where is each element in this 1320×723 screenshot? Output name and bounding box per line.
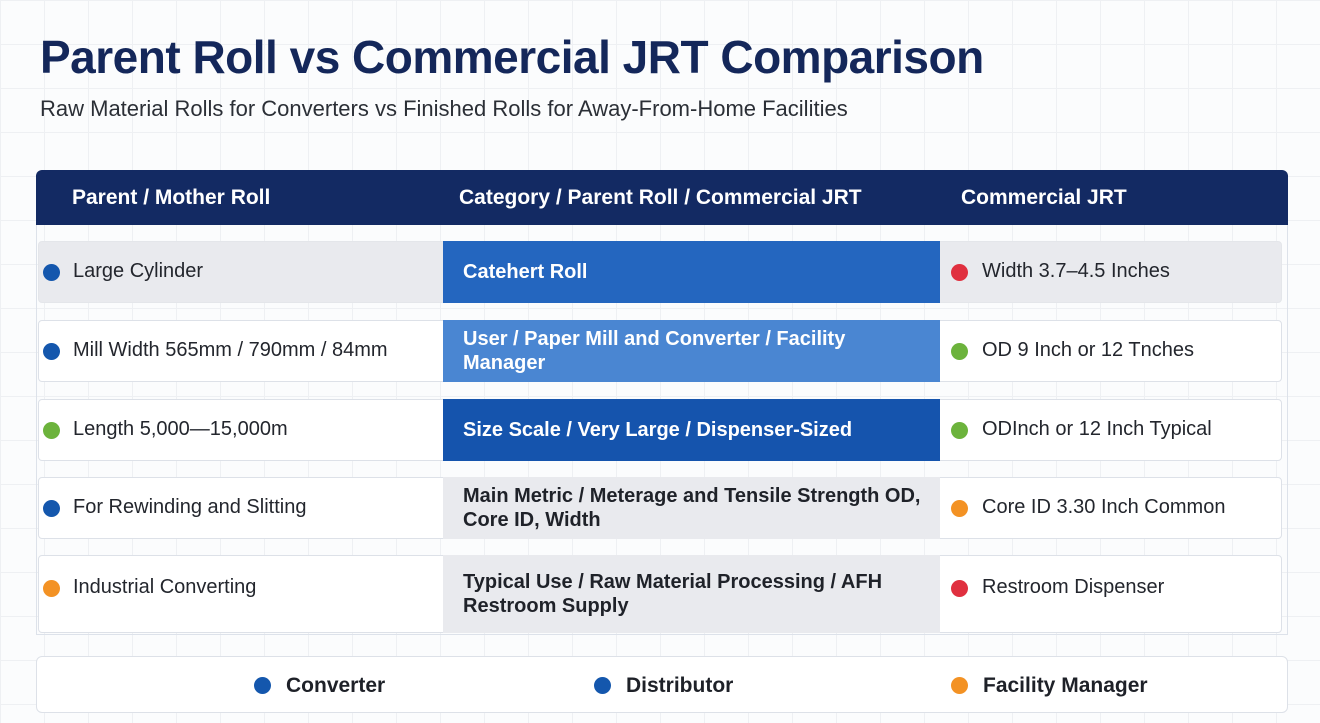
commercial-jrt-cell: Restroom Dispenser xyxy=(982,576,1165,598)
bullet-dot-blue xyxy=(43,343,60,360)
header-commercial-jrt: Commercial JRT xyxy=(961,186,1127,209)
category-cell: User / Paper Mill and Converter / Facili… xyxy=(443,320,940,382)
bullet-dot-orange xyxy=(951,500,968,517)
page-title: Parent Roll vs Commercial JRT Comparison xyxy=(40,31,984,83)
commercial-jrt-cell: Width 3.7–4.5 Inches xyxy=(982,260,1170,282)
category-cell: Catehert Roll xyxy=(443,241,940,303)
header-parent-roll: Parent / Mother Roll xyxy=(72,186,271,209)
legend-dot-blue xyxy=(594,677,611,694)
legend-label: Converter xyxy=(286,674,386,697)
commercial-jrt-cell: ODInch or 12 Inch Typical xyxy=(982,418,1212,440)
page-subtitle: Raw Material Rolls for Converters vs Fin… xyxy=(40,96,848,121)
parent-roll-cell: Mill Width 565mm / 790mm / 84mm xyxy=(73,339,388,361)
parent-roll-cell: Industrial Converting xyxy=(73,576,257,598)
legend-label: Distributor xyxy=(626,674,734,697)
legend-label: Facility Manager xyxy=(983,674,1148,697)
category-cell: Size Scale / Very Large / Dispenser-Size… xyxy=(443,399,940,461)
category-text: User / Paper Mill and Converter / Facili… xyxy=(463,328,846,374)
bullet-dot-green xyxy=(951,422,968,439)
category-text: Catehert Roll xyxy=(463,261,588,283)
comparison-table xyxy=(36,225,1288,635)
category-cell: Typical Use / Raw Material Processing / … xyxy=(443,555,940,633)
parent-roll-cell: For Rewinding and Slitting xyxy=(73,496,307,518)
category-text: Main Metric / Meterage and Tensile Stren… xyxy=(463,485,921,531)
bullet-dot-blue xyxy=(43,500,60,517)
parent-roll-cell: Length 5,000—15,000m xyxy=(73,418,288,440)
bullet-dot-red xyxy=(951,580,968,597)
bullet-dot-green xyxy=(43,422,60,439)
commercial-jrt-cell: Core ID 3.30 Inch Common xyxy=(982,496,1226,518)
category-text: Size Scale / Very Large / Dispenser-Size… xyxy=(463,419,853,441)
bullet-dot-red xyxy=(951,264,968,281)
commercial-jrt-cell: OD 9 Inch or 12 Tnches xyxy=(982,339,1194,361)
bullet-dot-green xyxy=(951,343,968,360)
legend-dot-blue xyxy=(254,677,271,694)
table-header: Parent / Mother Roll Category / Parent R… xyxy=(36,170,1288,225)
category-cell: Main Metric / Meterage and Tensile Stren… xyxy=(443,477,940,539)
legend-dot-orange xyxy=(951,677,968,694)
category-text: Typical Use / Raw Material Processing / … xyxy=(463,571,883,617)
bullet-dot-orange xyxy=(43,580,60,597)
bullet-dot-blue xyxy=(43,264,60,281)
header-category: Category / Parent Roll / Commercial JRT xyxy=(459,186,862,209)
legend: Converter Distributor Facility Manager xyxy=(36,656,1288,713)
parent-roll-cell: Large Cylinder xyxy=(73,260,204,282)
